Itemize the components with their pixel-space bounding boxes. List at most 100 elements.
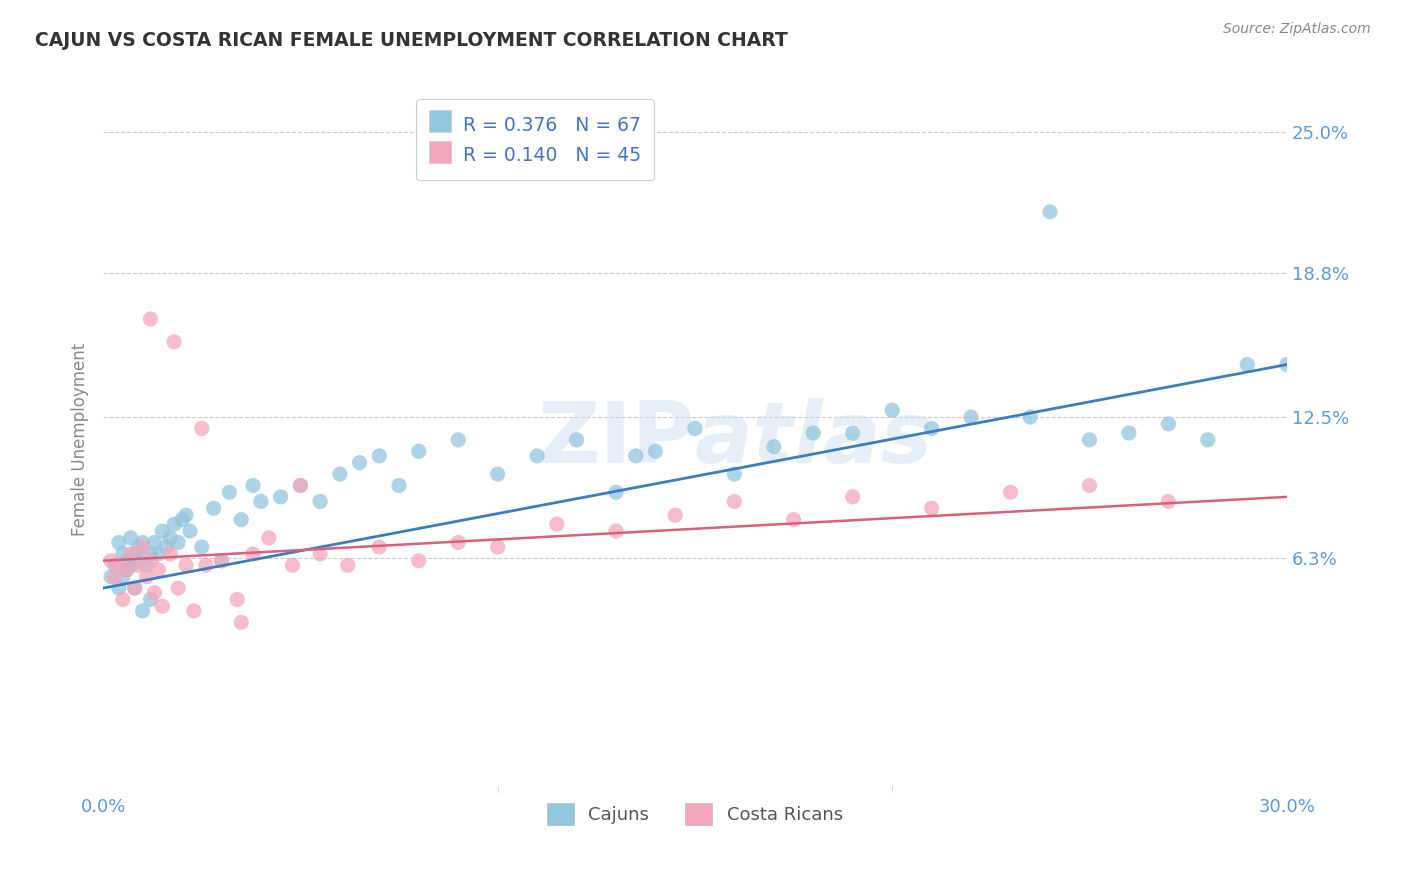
- Point: [131, 535, 153, 549]
- Point: [163, 334, 186, 349]
- Point: [349, 456, 371, 470]
- Point: [211, 554, 233, 568]
- Point: [408, 444, 430, 458]
- Point: [546, 517, 568, 532]
- Point: [1078, 478, 1101, 492]
- Point: [226, 592, 249, 607]
- Point: [115, 554, 138, 568]
- Point: [139, 554, 162, 568]
- Point: [135, 570, 157, 584]
- Point: [250, 494, 273, 508]
- Point: [155, 540, 177, 554]
- Point: [120, 531, 142, 545]
- Point: [1157, 417, 1180, 431]
- Text: ZIP: ZIP: [537, 399, 695, 482]
- Text: atlas: atlas: [695, 399, 934, 482]
- Point: [309, 547, 332, 561]
- Point: [124, 547, 146, 561]
- Point: [139, 547, 162, 561]
- Point: [486, 540, 509, 554]
- Point: [139, 312, 162, 326]
- Point: [111, 592, 134, 607]
- Point: [841, 490, 863, 504]
- Point: [100, 570, 122, 584]
- Point: [231, 615, 253, 630]
- Point: [960, 410, 983, 425]
- Point: [762, 440, 785, 454]
- Point: [1275, 358, 1298, 372]
- Point: [257, 531, 280, 545]
- Point: [128, 558, 150, 573]
- Point: [194, 558, 217, 573]
- Point: [644, 444, 666, 458]
- Point: [104, 558, 127, 573]
- Point: [174, 558, 197, 573]
- Point: [179, 524, 201, 538]
- Point: [447, 535, 470, 549]
- Point: [309, 494, 332, 508]
- Point: [605, 524, 627, 538]
- Point: [270, 490, 292, 504]
- Point: [131, 540, 153, 554]
- Point: [190, 540, 212, 554]
- Y-axis label: Female Unemployment: Female Unemployment: [72, 343, 89, 536]
- Point: [336, 558, 359, 573]
- Point: [135, 558, 157, 573]
- Point: [139, 592, 162, 607]
- Point: [1039, 204, 1062, 219]
- Point: [841, 425, 863, 440]
- Point: [723, 494, 745, 508]
- Point: [124, 581, 146, 595]
- Point: [1118, 425, 1140, 440]
- Point: [882, 403, 904, 417]
- Point: [159, 547, 181, 561]
- Point: [148, 547, 170, 561]
- Point: [368, 449, 391, 463]
- Point: [486, 467, 509, 481]
- Point: [100, 554, 122, 568]
- Point: [115, 563, 138, 577]
- Point: [242, 478, 264, 492]
- Point: [281, 558, 304, 573]
- Point: [148, 563, 170, 577]
- Point: [143, 535, 166, 549]
- Point: [624, 449, 647, 463]
- Point: [143, 585, 166, 599]
- Point: [1157, 494, 1180, 508]
- Point: [202, 501, 225, 516]
- Point: [723, 467, 745, 481]
- Point: [1236, 358, 1258, 372]
- Point: [921, 501, 943, 516]
- Point: [128, 554, 150, 568]
- Legend: Cajuns, Costa Ricans: Cajuns, Costa Ricans: [538, 794, 852, 834]
- Point: [218, 485, 240, 500]
- Text: CAJUN VS COSTA RICAN FEMALE UNEMPLOYMENT CORRELATION CHART: CAJUN VS COSTA RICAN FEMALE UNEMPLOYMENT…: [35, 31, 787, 50]
- Point: [605, 485, 627, 500]
- Point: [150, 524, 173, 538]
- Point: [1019, 410, 1042, 425]
- Point: [921, 421, 943, 435]
- Point: [683, 421, 706, 435]
- Point: [664, 508, 686, 522]
- Point: [447, 433, 470, 447]
- Point: [329, 467, 352, 481]
- Point: [211, 554, 233, 568]
- Point: [242, 547, 264, 561]
- Point: [128, 540, 150, 554]
- Point: [120, 558, 142, 573]
- Point: [159, 531, 181, 545]
- Point: [167, 581, 190, 595]
- Point: [150, 599, 173, 614]
- Point: [108, 558, 131, 573]
- Point: [124, 581, 146, 595]
- Point: [1000, 485, 1022, 500]
- Point: [167, 535, 190, 549]
- Text: Source: ZipAtlas.com: Source: ZipAtlas.com: [1223, 22, 1371, 37]
- Point: [388, 478, 411, 492]
- Point: [108, 581, 131, 595]
- Point: [120, 547, 142, 561]
- Point: [190, 421, 212, 435]
- Point: [1078, 433, 1101, 447]
- Point: [290, 478, 312, 492]
- Point: [108, 535, 131, 549]
